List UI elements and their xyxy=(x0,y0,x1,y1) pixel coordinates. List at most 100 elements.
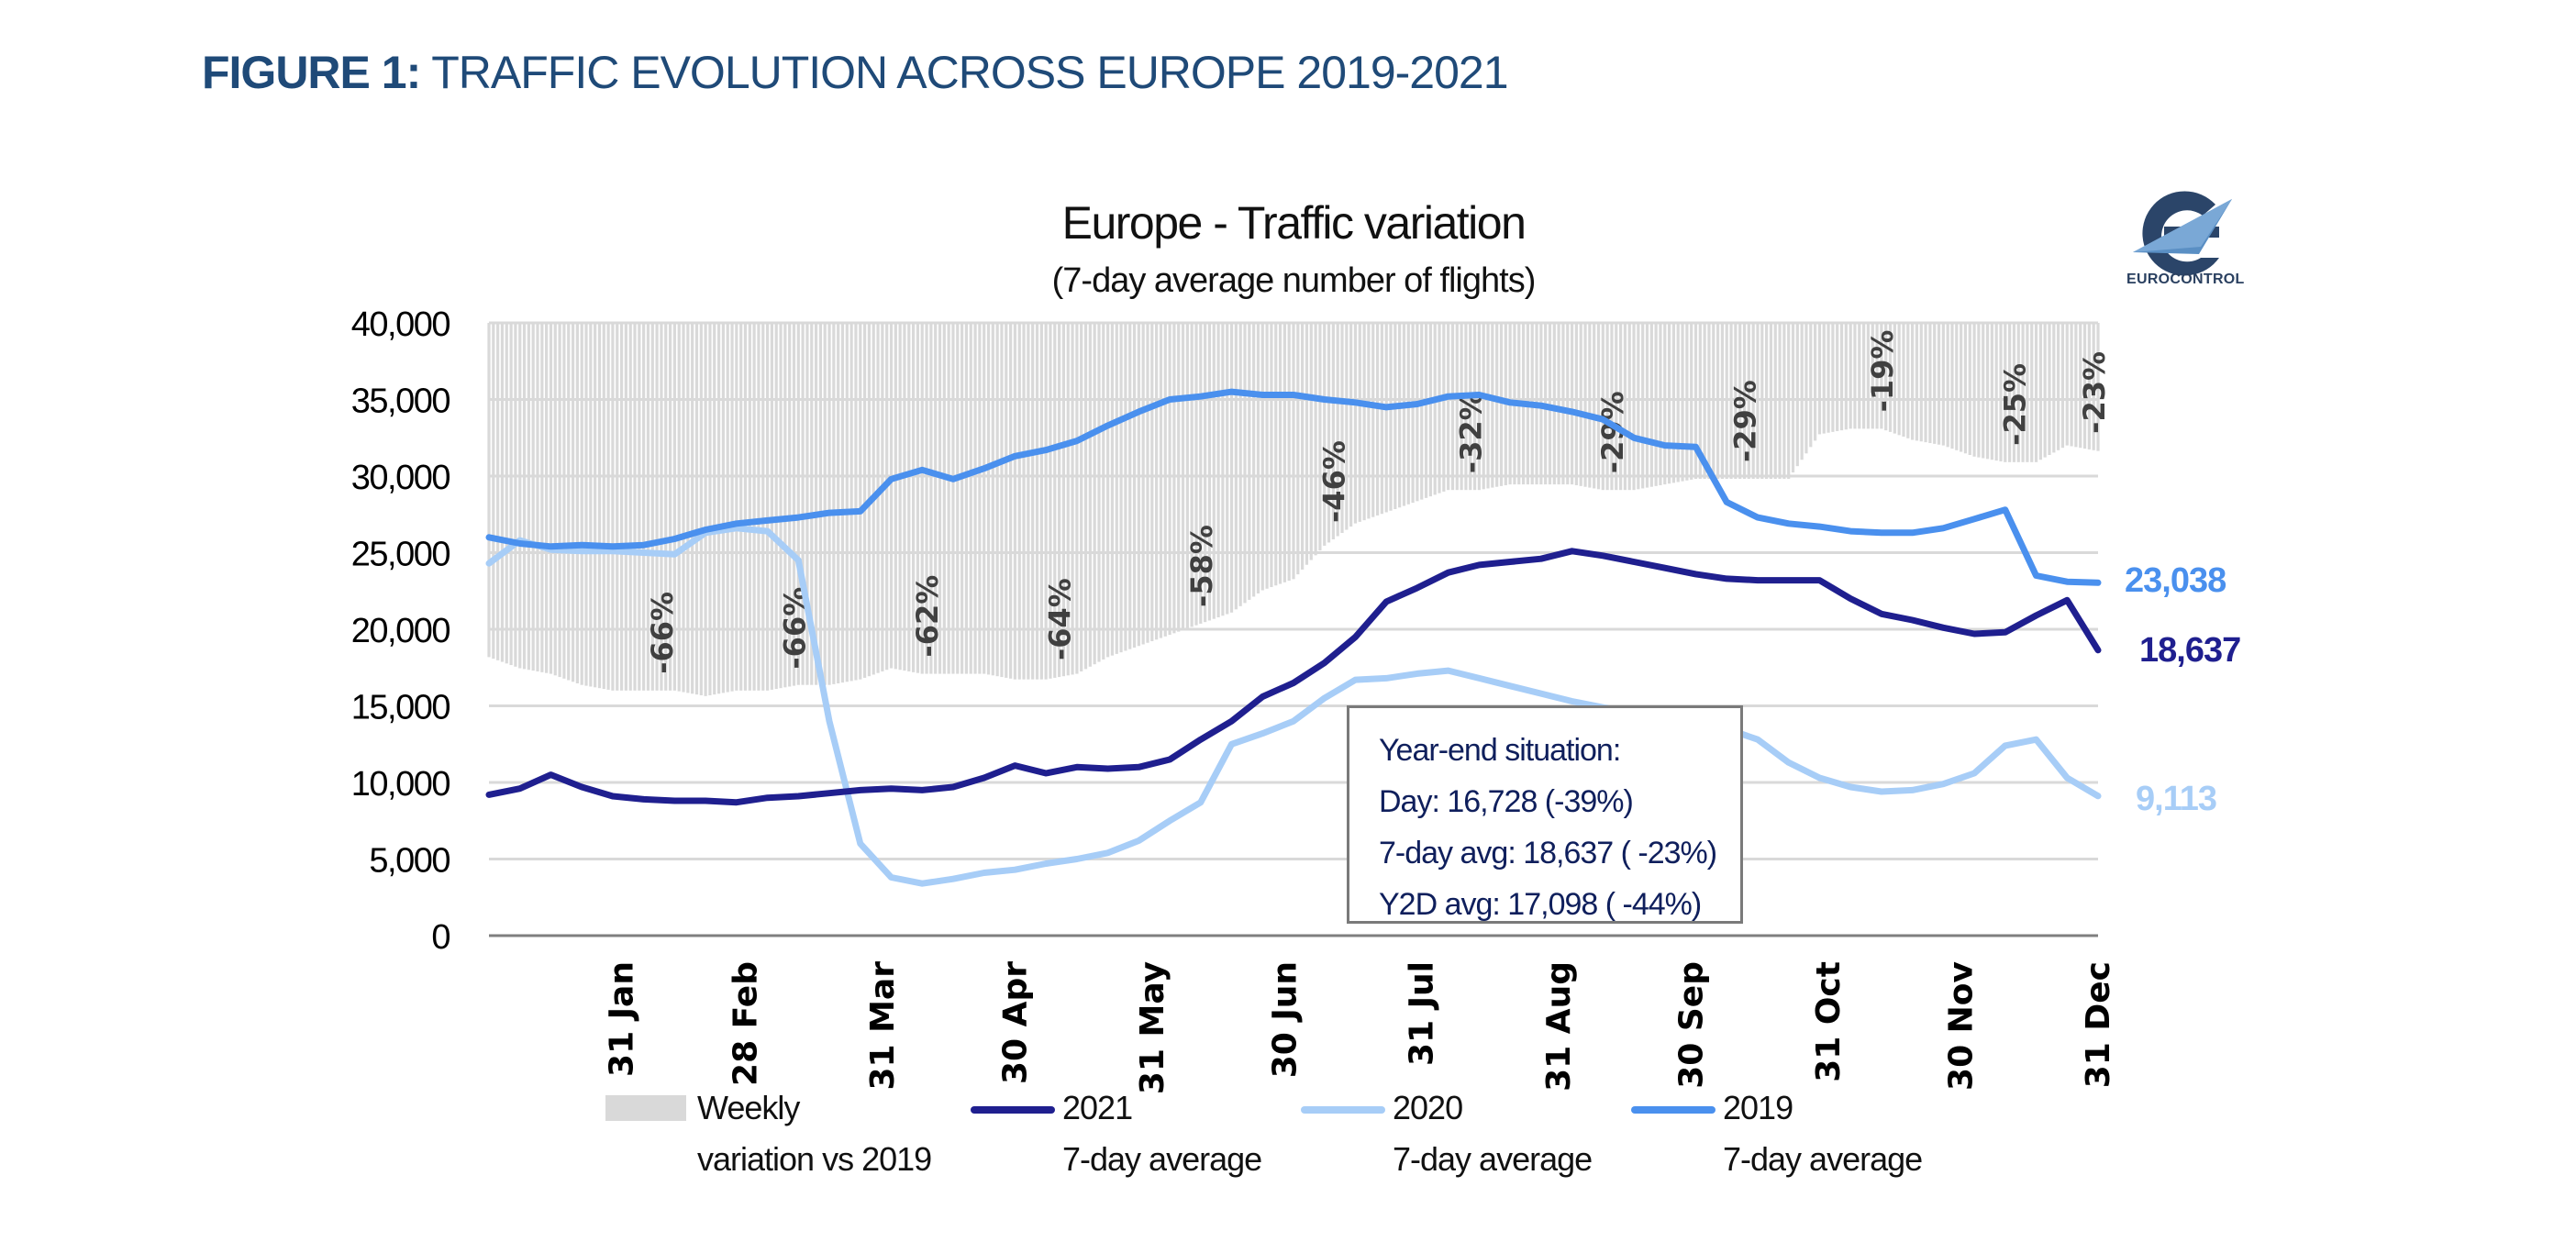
variation-bar xyxy=(1831,323,1835,432)
variation-bar xyxy=(1985,323,1990,460)
legend-swatch-2020 xyxy=(1301,1106,1385,1114)
variation-bar xyxy=(1623,323,1627,491)
variation-bar xyxy=(1880,323,1883,429)
legend-item-2019[interactable]: 2019 7-day average xyxy=(1631,1082,1923,1185)
variation-bar xyxy=(1216,323,1220,617)
variation-bar xyxy=(2087,323,2091,449)
variation-bar xyxy=(757,323,761,691)
variation-bar xyxy=(1685,323,1689,481)
variation-bar xyxy=(1557,323,1560,485)
variation-bar xyxy=(540,323,544,672)
variation-bar xyxy=(1243,323,1247,604)
variation-bar xyxy=(1839,323,1844,431)
variation-bar xyxy=(2026,323,2029,462)
variation-bar xyxy=(1960,323,1963,452)
variation-bar xyxy=(682,323,685,693)
variation-bar xyxy=(1773,323,1777,480)
variation-bar xyxy=(1671,323,1676,483)
variation-bar xyxy=(1071,323,1074,675)
variation-bar xyxy=(1990,323,1993,460)
variation-bar xyxy=(991,323,994,676)
variation-bar xyxy=(1888,323,1893,432)
variation-bar xyxy=(1207,323,1212,621)
variation-bar xyxy=(514,323,517,667)
variation-bar xyxy=(1132,323,1137,648)
variation-bar xyxy=(942,323,946,674)
variation-bar xyxy=(1124,323,1127,651)
variation-bar xyxy=(1155,323,1159,640)
variation-bar xyxy=(1676,323,1680,482)
variation-bar xyxy=(1893,323,1896,434)
variation-bar xyxy=(1358,323,1361,522)
variation-bar xyxy=(691,323,694,694)
variation-bar xyxy=(1654,323,1658,486)
variation-bar xyxy=(1593,323,1596,489)
eurocontrol-logo-icon xyxy=(2133,191,2232,276)
legend-item-2020[interactable]: 2020 7-day average xyxy=(1301,1082,1593,1185)
variation-bar xyxy=(1588,323,1592,488)
variation-bar xyxy=(1667,323,1671,484)
variation-bar xyxy=(783,323,787,688)
variation-bar xyxy=(876,323,880,673)
variation-bar xyxy=(1742,323,1747,480)
variation-bar xyxy=(995,323,999,677)
variation-bar xyxy=(1637,323,1640,490)
variation-bar xyxy=(1849,323,1852,429)
variation-bar xyxy=(1862,323,1866,429)
figure-label: FIGURE 1: xyxy=(202,47,421,98)
variation-bar xyxy=(964,323,969,674)
variation-bar xyxy=(986,323,991,675)
variation-bar xyxy=(1787,323,1791,480)
variation-bar xyxy=(1265,323,1269,589)
variation-bar xyxy=(1061,323,1066,677)
variation-bar xyxy=(1999,323,2003,461)
variation-bar xyxy=(1982,323,1985,459)
variation-bar xyxy=(1460,323,1463,491)
year-end-infobox: Year-end situation: Day: 16,728 (-39%) 7… xyxy=(1347,705,1743,924)
variation-bar xyxy=(823,323,827,685)
variation-bar xyxy=(1035,323,1039,680)
variation-bar xyxy=(779,323,783,689)
y-tick-label: 40,000 xyxy=(351,305,450,344)
variation-bar xyxy=(713,323,716,695)
variation-bar xyxy=(1933,323,1937,444)
variation-bar xyxy=(862,323,867,678)
variation-bar xyxy=(527,323,530,671)
variation-bar xyxy=(1278,323,1282,584)
variation-bar xyxy=(1110,323,1115,656)
variation-bar xyxy=(1915,323,1919,441)
variation-bar xyxy=(1146,323,1149,643)
variation-bar xyxy=(1353,323,1358,524)
variation-bar xyxy=(1937,323,1941,445)
variation-bar xyxy=(1442,323,1446,492)
variation-bar xyxy=(704,323,707,696)
variation-bar xyxy=(1406,323,1410,505)
variation-bar xyxy=(1274,323,1278,586)
variation-bar xyxy=(925,323,928,674)
legend-item-variation[interactable]: Weekly variation vs 2019 xyxy=(605,1082,932,1185)
variation-bar xyxy=(1756,323,1760,480)
variation-bar xyxy=(1579,323,1582,486)
variation-bar xyxy=(1221,323,1225,616)
y-tick-label: 15,000 xyxy=(351,689,450,727)
variation-bar xyxy=(1137,323,1140,647)
variation-bar xyxy=(2030,323,2034,462)
series-line-2019 xyxy=(485,388,2102,586)
variation-bar xyxy=(1380,323,1383,515)
variation-bar xyxy=(1362,323,1366,521)
variation-label: -25% xyxy=(1997,363,2032,446)
variation-bar xyxy=(1902,323,1905,438)
variation-bar xyxy=(1204,323,1207,623)
variation-bar xyxy=(1822,323,1826,434)
variation-bar xyxy=(805,323,809,685)
variation-bar xyxy=(1292,323,1295,580)
variation-bar xyxy=(1836,323,1839,431)
variation-bar xyxy=(1552,323,1556,485)
variation-bar xyxy=(788,323,792,687)
variation-bar xyxy=(938,323,942,674)
legend-item-2021[interactable]: 2021 7-day average xyxy=(971,1082,1262,1185)
y-tick-label: 25,000 xyxy=(351,536,450,574)
variation-bar xyxy=(1778,323,1782,480)
variation-bar xyxy=(1000,323,1004,678)
variation-bar xyxy=(1911,323,1915,440)
